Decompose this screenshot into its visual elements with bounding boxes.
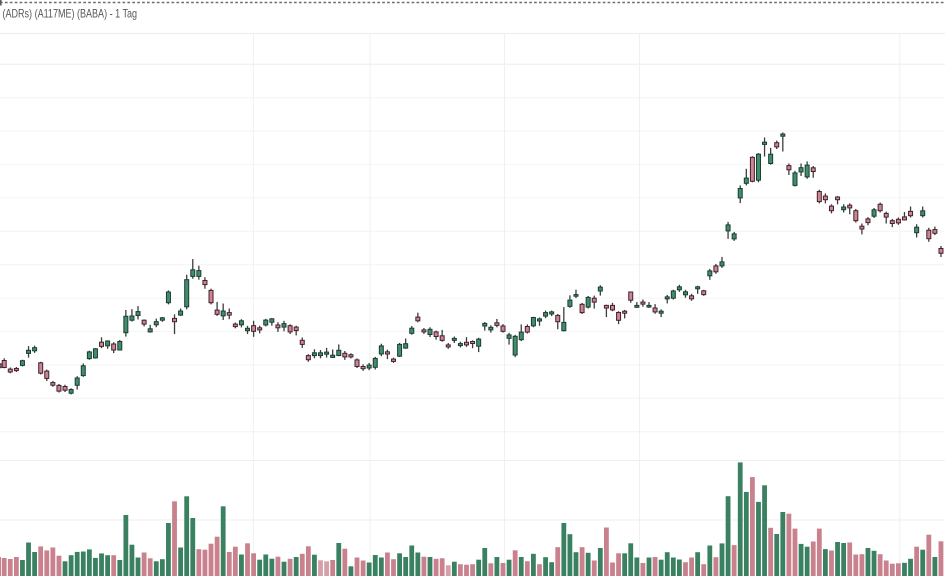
svg-text:(ADRs) (A117ME) (BABA) - 1 Tag: (ADRs) (A117ME) (BABA) - 1 Tag (3, 7, 138, 21)
